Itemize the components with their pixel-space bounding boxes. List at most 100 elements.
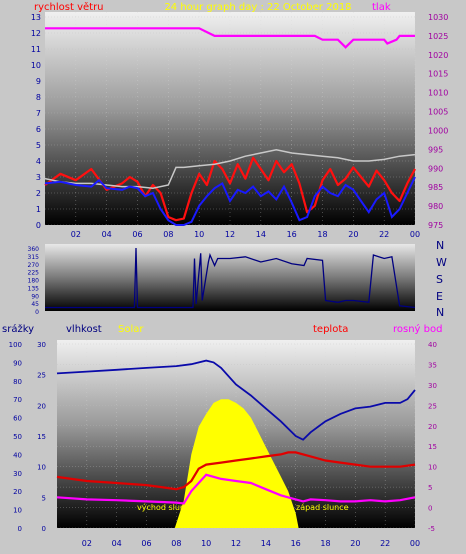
compass-n-top: N <box>436 239 444 252</box>
dir-tick-5: 225 <box>28 270 40 277</box>
temp-tick-3: 10 <box>428 464 437 472</box>
annotation-sunset: západ slunce <box>296 503 349 512</box>
panel3-axes: 0102030405060708090100051015202530-50510… <box>9 340 437 548</box>
rain-tick-16: 80 <box>13 378 22 386</box>
label-humidity: vlhkost <box>66 324 102 335</box>
rain-tick-0: 0 <box>18 525 22 533</box>
y-left-tick-13: 13 <box>31 13 41 22</box>
temp-tick-4: 15 <box>428 443 437 451</box>
label-dewpoint: rosný bod <box>393 323 442 335</box>
label-rain: srážky <box>2 323 34 335</box>
y-right-tick-3: 990 <box>428 164 443 173</box>
temp-tick-1: 0 <box>428 505 432 513</box>
rain-tick-2: 10 <box>13 507 22 515</box>
wind-direction-line <box>45 247 416 309</box>
dir-tick-2: 90 <box>31 293 39 300</box>
wind-trend-line <box>44 149 416 189</box>
compass-n-bottom: N <box>436 306 444 319</box>
dir-tick-7: 315 <box>28 254 40 261</box>
humidity-tick-0: 0 <box>42 525 46 533</box>
temp-tick-2: 5 <box>428 484 432 492</box>
panel2-bg <box>45 244 415 311</box>
x-tick-label-0: 02 <box>71 230 81 239</box>
y-left-tick-7: 7 <box>36 109 41 118</box>
x-tick-label-3: 08 <box>163 230 173 239</box>
x-tick-label-8: 18 <box>317 230 327 239</box>
rain-tick-12: 60 <box>13 415 22 423</box>
x-tick-label-11: 00 <box>410 230 420 239</box>
rain-tick-4: 20 <box>13 488 22 496</box>
humidity-tick-3: 15 <box>37 433 46 441</box>
y-right-tick-5: 1000 <box>428 126 448 135</box>
y-left-tick-4: 4 <box>36 157 41 166</box>
y-right-tick-2: 985 <box>428 183 443 192</box>
x3-tick-label-10: 22 <box>380 539 390 548</box>
y-right-tick-0: 975 <box>428 221 443 230</box>
x3-tick-label-4: 10 <box>201 539 211 548</box>
y-left-tick-9: 9 <box>36 77 41 86</box>
dir-tick-4: 180 <box>28 278 40 285</box>
temp-tick-5: 20 <box>428 423 437 431</box>
temp-tick-9: 40 <box>428 341 437 349</box>
dir-tick-0: 0 <box>35 309 39 316</box>
y-left-tick-2: 2 <box>36 189 41 198</box>
temp-tick-8: 35 <box>428 361 437 369</box>
humidity-tick-5: 25 <box>37 372 46 380</box>
y-right-tick-1: 980 <box>428 202 443 211</box>
y-right-tick-11: 1030 <box>428 13 448 22</box>
rain-tick-6: 30 <box>13 470 22 478</box>
y-left-tick-6: 6 <box>36 125 41 134</box>
x3-tick-label-3: 08 <box>171 539 181 548</box>
panel1-axes: 0123456789101112139759809859909951000100… <box>31 12 448 239</box>
y-left-tick-0: 0 <box>36 221 41 230</box>
dir-tick-1: 45 <box>31 301 39 308</box>
y-left-tick-3: 3 <box>36 173 41 182</box>
avg-wind-line <box>44 176 416 226</box>
y-right-tick-8: 1015 <box>428 70 448 79</box>
y-right-tick-4: 995 <box>428 145 443 154</box>
x3-tick-label-5: 12 <box>231 539 241 548</box>
dewpoint-line <box>56 473 416 505</box>
y-left-tick-12: 12 <box>31 29 41 38</box>
humidity-line <box>56 359 416 441</box>
humidity-tick-6: 30 <box>37 341 46 349</box>
x-tick-label-1: 04 <box>102 230 112 239</box>
dir-tick-6: 270 <box>28 262 40 269</box>
x-tick-label-9: 20 <box>348 230 358 239</box>
title: 24 hour graph day : 22 October 2018 <box>164 2 351 13</box>
right-label-pressure: tlak <box>372 2 391 13</box>
humidity-tick-2: 10 <box>37 464 46 472</box>
x-tick-label-10: 22 <box>379 230 389 239</box>
x-tick-label-4: 10 <box>194 230 204 239</box>
compass-s: S <box>436 273 443 286</box>
temp-tick-0: -5 <box>428 525 435 533</box>
x3-tick-label-7: 16 <box>291 539 301 548</box>
dir-tick-3: 135 <box>28 285 40 292</box>
humidity-tick-1: 5 <box>42 494 46 502</box>
rain-tick-18: 90 <box>13 359 22 367</box>
x-tick-label-5: 12 <box>225 230 235 239</box>
x-tick-label-2: 06 <box>132 230 142 239</box>
compass-e: E <box>436 290 443 303</box>
x3-tick-label-6: 14 <box>261 539 271 548</box>
x3-tick-label-8: 18 <box>320 539 330 548</box>
y-right-tick-6: 1005 <box>428 108 448 117</box>
compass-w: W <box>436 256 447 269</box>
y-left-tick-8: 8 <box>36 93 41 102</box>
solar-area <box>174 399 299 528</box>
temp-tick-7: 30 <box>428 382 437 390</box>
humidity-tick-4: 20 <box>37 402 46 410</box>
y-right-tick-9: 1020 <box>428 51 448 60</box>
x-tick-label-7: 16 <box>287 230 297 239</box>
rain-tick-10: 50 <box>13 433 22 441</box>
panel1-bg <box>45 12 415 225</box>
temperature-line <box>56 451 416 491</box>
x3-tick-label-2: 06 <box>141 539 151 548</box>
y-left-tick-10: 10 <box>31 61 41 70</box>
label-solar: Solar <box>118 324 144 335</box>
series-layer <box>44 27 416 528</box>
x3-tick-label-11: 00 <box>410 539 420 548</box>
pressure-line <box>45 27 415 49</box>
